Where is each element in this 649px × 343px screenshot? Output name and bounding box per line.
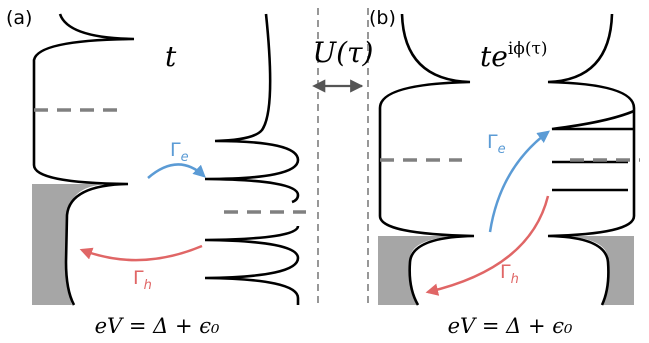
panel-b-hole-rate-symbol: Γ (500, 261, 511, 283)
panel-a-condition: eV = Δ + ϵ₀ (95, 314, 220, 338)
panel-b-right-filled-states (552, 236, 634, 305)
panel-b-hole-arrow (425, 195, 550, 296)
panel-b-hopping-base: te (480, 40, 508, 73)
panel-a-electron-rate-sub: e (181, 150, 189, 165)
panel-b-right-dos-curve (547, 13, 636, 306)
interaction-region: U(τ) (312, 8, 374, 305)
panel-b-hopping-label: teiϕ(τ) (480, 39, 548, 73)
panel-a-label: (a) (6, 7, 32, 29)
panel-a-left-filled-states (32, 184, 112, 305)
panel-a-electron-rate: Γe (170, 139, 189, 165)
panel-a-left-dos-curve (32, 13, 135, 306)
panel-b-resonance-upper (551, 109, 635, 131)
panel-b-electron-rate: Γe (487, 131, 506, 157)
panel-a-electron-arrow (147, 163, 206, 179)
panel-b-left-filled-states (378, 236, 470, 305)
panel-a-right-dos-curve (204, 13, 300, 305)
panel-b-hopping-phase: iϕ(τ) (508, 39, 548, 59)
panel-a: (a) t Γe Γh eV = Δ + ϵ₀ (6, 7, 306, 338)
panel-a-hopping-label: t (165, 40, 177, 73)
panel-a-electron-rate-symbol: Γ (170, 139, 181, 161)
panel-b-hole-rate-sub: h (511, 272, 519, 287)
panel-b-electron-arrow (488, 130, 550, 233)
panel-b-label: (b) (369, 7, 396, 29)
panel-b-electron-rate-sub: e (498, 142, 506, 157)
panel-a-hole-rate-sub: h (144, 278, 152, 293)
panel-b-electron-rate-symbol: Γ (487, 131, 498, 153)
panel-b-condition: eV = Δ + ϵ₀ (448, 314, 573, 338)
panel-b-resonance-middle (552, 160, 628, 192)
panel-b-left-dos-curve (378, 13, 475, 306)
panel-a-hole-rate-symbol: Γ (133, 267, 144, 289)
panel-a-hole-rate: Γh (133, 267, 152, 293)
panel-b: (b) teiϕ(τ) Γe Γh eV = Δ + ϵ₀ (369, 7, 640, 338)
interaction-label: U(τ) (313, 36, 374, 69)
panel-a-hole-arrow (79, 244, 203, 262)
panel-b-hole-rate: Γh (500, 261, 519, 287)
